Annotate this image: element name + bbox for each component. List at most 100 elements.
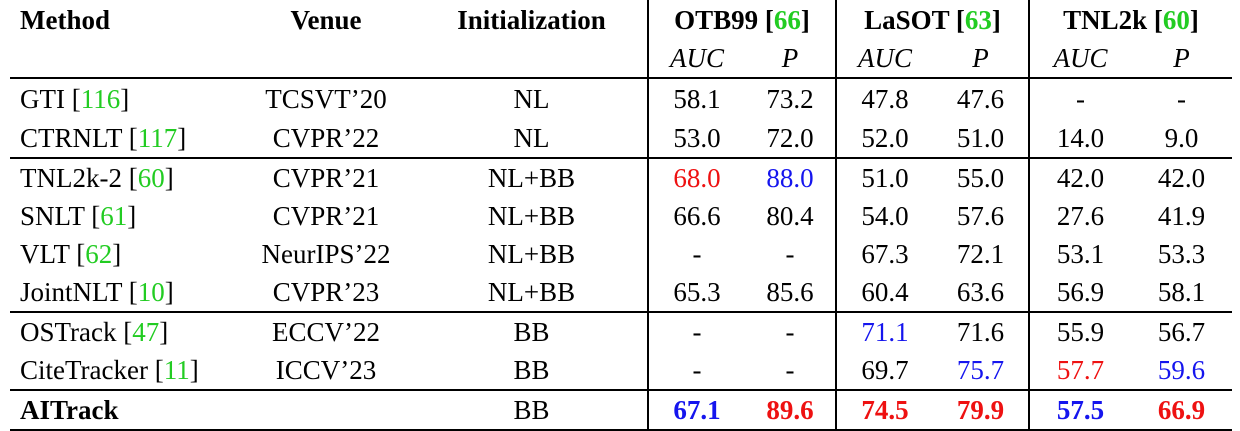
initialization-header: Initialization: [416, 0, 649, 40]
venue-cell: ECCV’22: [236, 311, 416, 351]
method-cell: AITrack: [10, 389, 236, 431]
method-name: CTRNLT: [20, 122, 123, 153]
initialization-cell: BB: [416, 351, 649, 390]
method-cell: JointNLT [10]: [20, 276, 174, 307]
method-name: GTI: [20, 83, 65, 114]
metric-header: P: [745, 40, 837, 78]
score-cell: 67.3: [861, 238, 909, 269]
score-cell: 89.6: [745, 389, 837, 431]
score-cell: 53.3: [1157, 238, 1206, 269]
score-cell: 42.0: [1131, 157, 1233, 197]
score-cell: 51.0: [836, 157, 933, 197]
score-cell: 47.6: [933, 77, 1030, 119]
table-row: TNL2k-2 [60] CVPR’21 NL+BB 68.0 88.0 51.0 55.0…: [10, 157, 1233, 197]
venue-header: Venue: [290, 4, 362, 35]
initialization-cell: NL+BB: [416, 197, 649, 235]
score-cell: 69.7: [861, 354, 909, 385]
score-cell: 63.6: [933, 273, 1030, 312]
score-cell: 75.7: [933, 351, 1030, 390]
score-cell: 72.1: [933, 235, 1030, 273]
method-name: TNL2k-2: [20, 162, 122, 193]
dataset-name: OTB99: [674, 4, 759, 35]
score-cell: 80.4: [745, 197, 837, 235]
score-cell: 9.0: [1164, 122, 1199, 153]
method-name: AITrack: [20, 394, 119, 425]
method-cell: GTI [116]: [10, 77, 236, 119]
score-cell: 59.6: [1157, 354, 1206, 385]
score-cell: 71.1: [836, 311, 933, 351]
dataset-citation: 60: [1162, 4, 1190, 35]
score-cell: -: [1029, 77, 1131, 119]
score-cell: 55.9: [1029, 311, 1131, 351]
score-cell: 57.5: [1029, 389, 1131, 431]
method-cell: SNLT [61]: [20, 200, 137, 231]
method-citation: 47: [132, 316, 160, 347]
dataset-name: LaSOT: [864, 4, 950, 35]
venue-cell: [236, 389, 416, 431]
table-row: CTRNLT [117] CVPR’22 NL 53.0 72.0 52.0 51.0 14.…: [10, 119, 1232, 158]
venue-cell: NeurIPS’22: [261, 238, 391, 269]
metric-header: AUC: [858, 43, 912, 73]
score-cell: 85.6: [745, 273, 837, 312]
score-cell: 52.0: [861, 122, 909, 153]
score-cell: 54.0: [861, 200, 909, 231]
table-row: OSTrack [47] ECCV’22 BB - -71.1 71.6 55.9 56.7: [10, 311, 1233, 351]
method-cell: CTRNLT [117]: [20, 122, 187, 153]
results-table: Method Venue Initialization OTB99 [66] L…: [10, 0, 1233, 431]
score-cell: 58.1: [1157, 276, 1206, 307]
score-cell: 57.7: [1056, 354, 1105, 385]
method-citation: 116: [80, 83, 121, 114]
venue-cell: CVPR’21: [236, 157, 416, 197]
initialization-cell: NL: [416, 119, 649, 158]
method-citation: 10: [137, 276, 165, 307]
score-cell: -: [692, 238, 702, 269]
table-row: SNLT [61] CVPR’21 NL+BB 66.6 80.4 54.0 57.6 27.…: [10, 197, 1232, 235]
metric-header-row: AUC P AUC P AUC P: [10, 40, 1232, 78]
header-row: Method Venue Initialization OTB99 [66] L…: [10, 0, 1232, 40]
score-cell: 57.6: [933, 197, 1030, 235]
table-row: CiteTracker [11] ICCV’23 BB - -69.7 75.7 57.7 5…: [10, 351, 1232, 390]
method-name: CiteTracker: [20, 354, 148, 385]
score-cell: 73.2: [745, 77, 837, 119]
method-citation: 62: [85, 238, 113, 269]
score-cell: 51.0: [933, 119, 1030, 158]
metric-header: AUC: [670, 43, 724, 73]
score-cell: 66.9: [1131, 389, 1233, 431]
initialization-cell: BB: [416, 389, 649, 431]
method-name: OSTrack: [20, 316, 117, 347]
score-cell: 66.6: [673, 200, 721, 231]
method-citation: 11: [163, 354, 190, 385]
score-cell: 74.5: [836, 389, 933, 431]
score-cell: 65.3: [673, 276, 721, 307]
initialization-cell: NL+BB: [416, 157, 649, 197]
venue-cell: CVPR’21: [272, 200, 380, 231]
score-cell: 72.0: [745, 119, 837, 158]
initialization-cell: NL: [416, 77, 649, 119]
score-cell: -: [745, 235, 837, 273]
metric-header: P: [933, 40, 1030, 78]
score-cell: 55.0: [933, 157, 1030, 197]
method-name: VLT: [20, 238, 70, 269]
method-cell: CiteTracker [11]: [20, 354, 199, 385]
initialization-cell: NL+BB: [416, 235, 649, 273]
dataset-name: TNL2k: [1063, 4, 1148, 35]
dataset-header-lasot: LaSOT [63]: [836, 0, 1030, 40]
score-cell: -: [692, 354, 702, 385]
score-cell: 42.0: [1029, 157, 1131, 197]
initialization-cell: NL+BB: [416, 273, 649, 312]
score-cell: 53.0: [673, 122, 721, 153]
score-cell: 60.4: [861, 276, 909, 307]
score-cell: -: [745, 311, 837, 351]
score-cell: 27.6: [1056, 200, 1105, 231]
venue-cell: CVPR’22: [272, 122, 380, 153]
score-cell: 79.9: [933, 389, 1030, 431]
score-cell: 41.9: [1157, 200, 1206, 231]
metric-header: AUC: [1053, 43, 1108, 73]
score-cell: 67.1: [648, 389, 745, 431]
score-cell: 71.6: [933, 311, 1030, 351]
score-cell: -: [745, 351, 837, 390]
method-citation: 61: [100, 200, 128, 231]
score-cell: -: [1131, 77, 1233, 119]
venue-cell: TCSVT’20: [236, 77, 416, 119]
score-cell: 53.1: [1056, 238, 1105, 269]
